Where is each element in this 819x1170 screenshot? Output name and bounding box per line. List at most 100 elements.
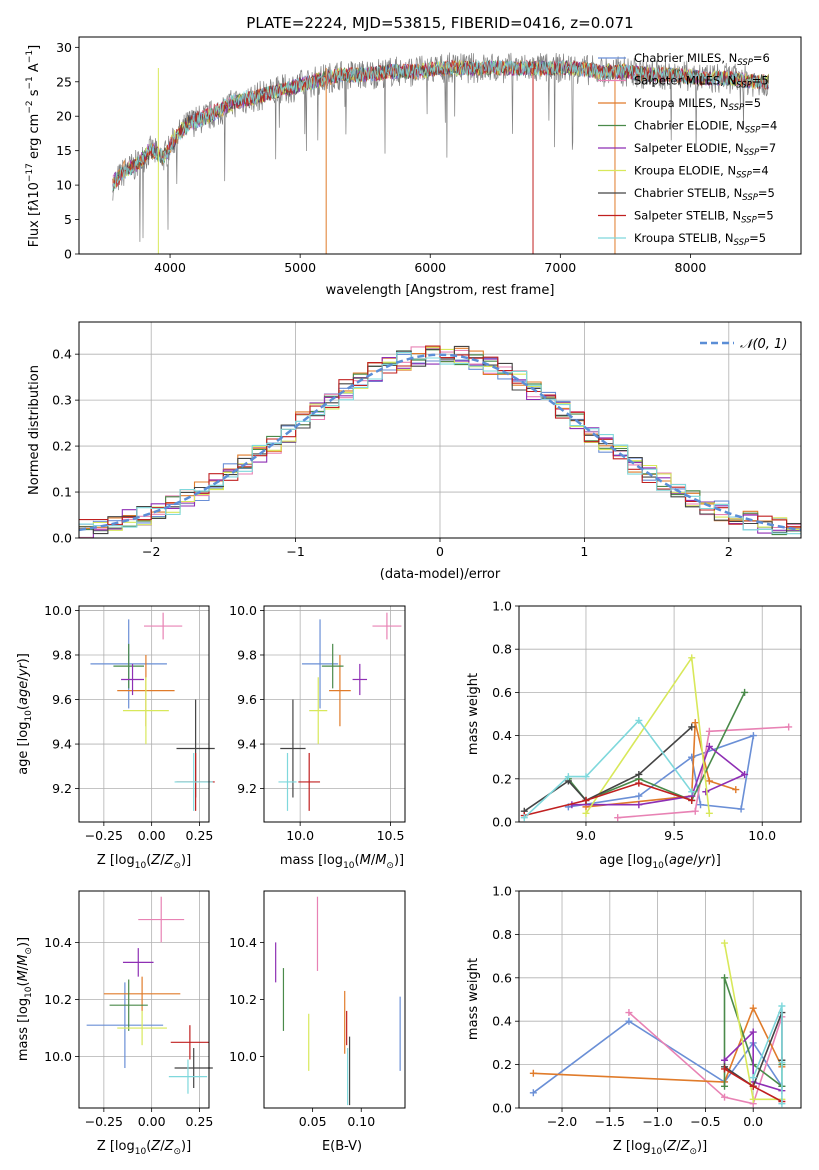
legend-label: Salpeter MILES, NSSP=5 [634, 74, 769, 91]
legend-count: =6 [753, 51, 770, 65]
y-tick-label: 9.8 [237, 647, 257, 662]
weight-series [749, 1002, 786, 1108]
errorbar-point [280, 699, 306, 798]
weight-series [582, 654, 713, 817]
spectrum-legend: Chabrier MILES, NSSP=6 Salpeter MILES, NS… [598, 51, 777, 248]
x-tick-label: 10.0 [286, 828, 314, 843]
x-tick-label: 0.00 [138, 828, 166, 843]
x-tick-label: −1 [286, 544, 304, 559]
weight-point-marker [691, 719, 699, 727]
y-tick-label: 0.8 [492, 927, 512, 942]
y-tick-label: 10.4 [44, 935, 72, 950]
plot-frame [78, 321, 802, 539]
weight-vs-age-xlabel: age [log10(age/yr)] [599, 853, 721, 871]
y-tick-label: 10.0 [229, 603, 257, 618]
legend-subscript: SSP [729, 103, 745, 113]
residuals-panel: −2 −1 0 1 2 0.0 0.1 0.2 0.3 0.4 (data-model)/erro… [27, 321, 802, 582]
y-tick-label: 9.6 [237, 692, 257, 707]
weight-point-marker [749, 1074, 757, 1082]
x-tick-label: −2 [142, 544, 160, 559]
legend-label: Salpeter ELODIE, NSSP=7 [634, 141, 776, 158]
weight-point-marker [737, 805, 745, 813]
x-tick-label: 2 [725, 544, 733, 559]
age-vs-mass-panel: 10.0 10.5 9.2 9.4 9.6 9.8 10.0 mass [log10(M/M… [229, 603, 406, 871]
age-vs-metallicity-ylabel: age [log10(age/yr)] [16, 653, 34, 775]
mass-vs-metallicity-plot-area: −0.25 0.00 0.25 10.0 10.2 10.4 [44, 890, 214, 1129]
legend-label: Chabrier ELODIE, NSSP=4 [634, 119, 777, 136]
observed-spectrum-line [112, 52, 769, 242]
y-tick-label: 0.0 [52, 531, 72, 546]
y-tick-label: 10 [56, 178, 72, 193]
legend-label: Kroupa ELODIE, NSSP=4 [634, 164, 769, 181]
plot-frame [78, 36, 802, 255]
weight-point-marker [749, 1082, 757, 1090]
x-tick-label: 0.0 [743, 1114, 763, 1129]
x-tick-label: 0.25 [186, 828, 214, 843]
weight-series [520, 716, 696, 822]
y-tick-label: 0.8 [492, 642, 512, 657]
weight-point-marker [635, 716, 643, 724]
x-tick-label: −0.5 [690, 1114, 720, 1129]
errorbar-point [86, 982, 164, 1069]
weight-point-marker [614, 814, 622, 822]
y-tick-label: 10.2 [44, 992, 72, 1007]
weight-point-marker [778, 1058, 786, 1066]
model-spectrum-line [112, 59, 769, 187]
weight-point-marker [721, 974, 729, 982]
legend-label: Kroupa MILES, NSSP=5 [634, 96, 761, 113]
weight-point-marker [688, 723, 696, 731]
weight-vs-metallicity-xlabel: Z [log10(Z/Z⊙)] [613, 1139, 707, 1157]
legend-count: =5 [758, 186, 775, 200]
spectrum-xlabel: wavelength [Angstrom, rest frame] [326, 283, 555, 298]
errorbar-point [113, 643, 144, 689]
plot-frame [518, 605, 802, 823]
legend-count: =5 [744, 96, 761, 110]
y-tick-label: 0.2 [52, 439, 72, 454]
mass-vs-extinction-plot-area: 0.05 0.10 10.0 10.2 10.4 [229, 890, 406, 1129]
age-vs-metallicity-panel: −0.25 0.00 0.25 9.2 9.4 9.6 9.8 10.0 Z [log10(Z… [16, 603, 215, 871]
plot-frame [263, 605, 406, 823]
y-tick-label: 0.0 [492, 815, 512, 830]
age-vs-metallicity-plot-area: −0.25 0.00 0.25 9.2 9.4 9.6 9.8 10.0 [44, 603, 215, 843]
x-tick-label: −0.25 [85, 1114, 123, 1129]
weight-series [520, 779, 696, 820]
weight-point-marker [529, 1069, 537, 1077]
weight-point-marker [721, 1065, 729, 1073]
mass-vs-metallicity-ylabel: mass [log10(M/M⊙)] [16, 937, 34, 1061]
weight-point-marker [785, 723, 793, 731]
legend-label: Kroupa STELIB, NSSP=5 [634, 231, 766, 248]
legend-subscript: SSP [741, 216, 757, 226]
spectrum-panel: PLATE=2224, MJD=53815, FIBERID=0416, z=0… [25, 14, 802, 298]
errorbar-point [329, 654, 351, 727]
normal-legend-label: 𝒩(0, 1) [740, 337, 787, 352]
legend-count: =7 [759, 141, 776, 155]
weight-point-marker [778, 1002, 786, 1010]
weight-point-marker [721, 1056, 729, 1064]
errorbar-point [352, 663, 368, 696]
x-tick-label: 0.00 [138, 1114, 166, 1129]
y-tick-label: 10.0 [229, 1049, 257, 1064]
weight-point-marker [705, 727, 713, 735]
errorbar-point [168, 1059, 208, 1094]
weight-point-marker [697, 801, 705, 809]
weight-point-marker [625, 1017, 633, 1025]
legend-count: =5 [757, 209, 774, 223]
weight-point-marker [582, 796, 590, 804]
y-tick-label: 0.6 [492, 685, 512, 700]
errorbar-point [117, 1010, 167, 1046]
weight-point-marker [691, 807, 699, 815]
y-tick-label: 1.0 [492, 884, 512, 899]
x-tick-label: 10.5 [377, 828, 405, 843]
y-tick-label: 0.4 [492, 728, 512, 743]
weight-point-marker [582, 773, 590, 781]
legend-count: =4 [760, 119, 777, 133]
y-tick-label: 9.6 [52, 692, 72, 707]
y-tick-label: 0.0 [492, 1101, 512, 1116]
residuals-legend: 𝒩(0, 1) [700, 337, 787, 352]
errorbar-point [298, 752, 321, 811]
age-vs-mass-xlabel: mass [log10(M/M⊙)] [280, 853, 404, 871]
x-tick-label: 0.25 [186, 1114, 214, 1129]
x-tick-label: 0.05 [299, 1114, 327, 1129]
weight-point-marker [635, 770, 643, 778]
histogram-steps [79, 345, 801, 538]
